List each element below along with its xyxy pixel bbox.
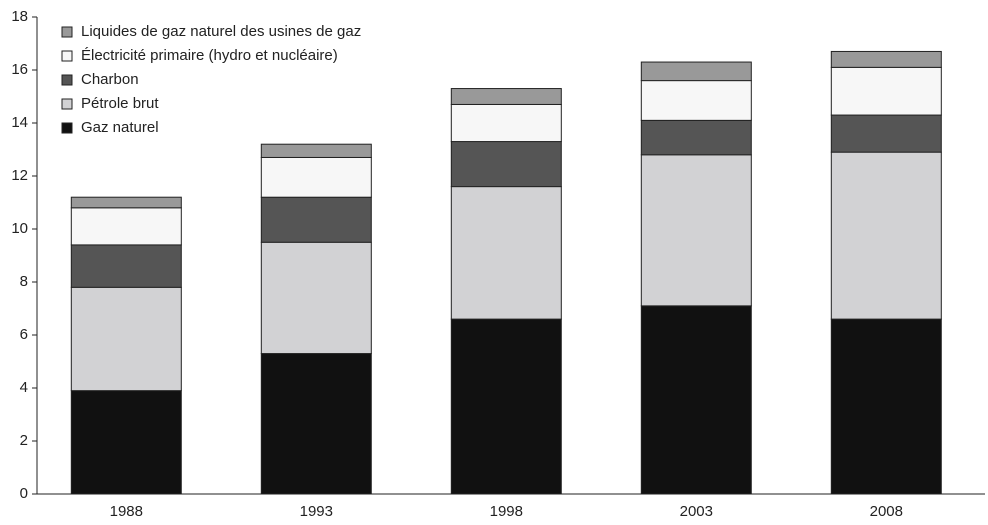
legend-swatch bbox=[61, 50, 73, 62]
bar-segment bbox=[450, 318, 562, 495]
bar-segment bbox=[260, 241, 372, 355]
bar-segment bbox=[260, 156, 372, 198]
legend-label: Électricité primaire (hydro et nucléaire… bbox=[81, 47, 338, 64]
bar-segment bbox=[830, 50, 942, 68]
bar-segment bbox=[70, 207, 182, 246]
bar-segment bbox=[640, 305, 752, 495]
legend-swatch bbox=[61, 74, 73, 86]
bar-segment bbox=[450, 141, 562, 188]
y-tick-label: 6 bbox=[20, 326, 28, 343]
bar-segment bbox=[70, 286, 182, 392]
y-tick-label: 12 bbox=[11, 167, 28, 184]
bar-segment bbox=[450, 88, 562, 105]
bar-segment bbox=[640, 80, 752, 121]
x-tick-label: 1993 bbox=[300, 503, 333, 520]
legend-swatch bbox=[61, 122, 73, 134]
x-tick-label: 1998 bbox=[490, 503, 523, 520]
legend-label: Liquides de gaz naturel des usines de ga… bbox=[81, 23, 361, 40]
x-tick-label: 2008 bbox=[870, 503, 903, 520]
bar-segment bbox=[830, 318, 942, 495]
bar-segment bbox=[450, 186, 562, 320]
legend-swatch bbox=[61, 26, 73, 38]
x-tick-label: 2003 bbox=[680, 503, 713, 520]
bar-segment bbox=[70, 196, 182, 209]
bar-segment bbox=[70, 244, 182, 288]
legend-label: Charbon bbox=[81, 71, 139, 88]
legend-swatch bbox=[61, 98, 73, 110]
y-tick-label: 2 bbox=[20, 432, 28, 449]
bar-segment bbox=[450, 103, 562, 143]
bar-segment bbox=[260, 143, 372, 158]
bar-segment bbox=[830, 66, 942, 116]
bar-segment bbox=[260, 196, 372, 243]
bar-segment bbox=[260, 353, 372, 495]
bar-segment bbox=[70, 390, 182, 495]
y-tick-label: 8 bbox=[20, 273, 28, 290]
bar-segment bbox=[830, 114, 942, 153]
y-tick-label: 18 bbox=[11, 8, 28, 25]
y-tick-label: 0 bbox=[20, 485, 28, 502]
y-tick-label: 4 bbox=[20, 379, 28, 396]
bar-segment bbox=[830, 151, 942, 320]
bar-segment bbox=[640, 119, 752, 156]
bar-segment bbox=[640, 61, 752, 82]
y-tick-label: 16 bbox=[11, 61, 28, 78]
bar-segment bbox=[640, 154, 752, 307]
x-tick-label: 1988 bbox=[110, 503, 143, 520]
y-tick-label: 10 bbox=[11, 220, 28, 237]
legend-label: Pétrole brut bbox=[81, 95, 159, 112]
legend-label: Gaz naturel bbox=[81, 119, 159, 136]
y-tick-label: 14 bbox=[11, 114, 28, 131]
